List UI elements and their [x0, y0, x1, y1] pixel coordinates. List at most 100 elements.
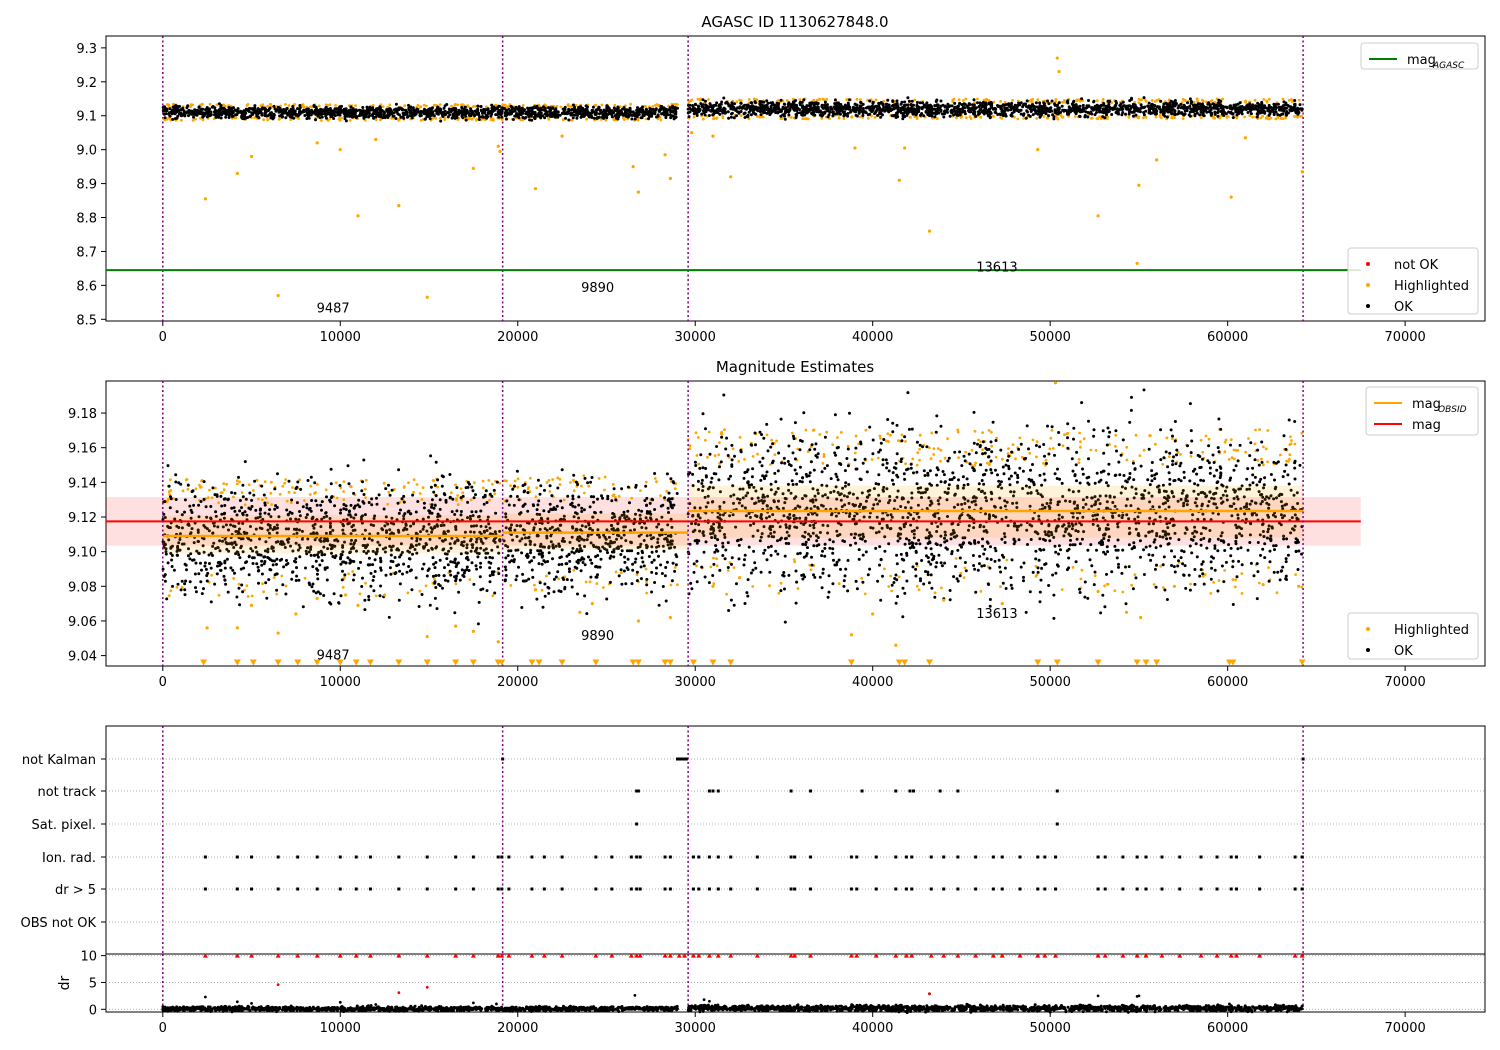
- ok-point: [337, 108, 341, 112]
- ok-point: [623, 109, 627, 113]
- ok-point: [551, 106, 555, 110]
- highlighted-point: [729, 175, 733, 179]
- highlighted-point: [747, 98, 751, 101]
- ok-point: [294, 557, 298, 561]
- highlighted-point: [407, 481, 410, 485]
- ok-point: [891, 100, 895, 103]
- ok-point: [1279, 108, 1283, 112]
- ok-point: [933, 115, 937, 119]
- ok-point: [883, 109, 887, 113]
- ok-point: [430, 503, 434, 507]
- ok-point: [596, 115, 599, 119]
- highlighted-point: [738, 98, 741, 102]
- ok-point: [1201, 102, 1204, 106]
- highlighted-point: [466, 104, 470, 107]
- ok-point: [1284, 101, 1288, 105]
- ok-point: [873, 112, 876, 116]
- ok-point: [697, 108, 701, 112]
- highlighted-point: [1089, 117, 1093, 120]
- ok-point: [1177, 110, 1181, 113]
- highlighted-point: [487, 479, 491, 482]
- ok-point: [231, 568, 235, 572]
- ok-point: [984, 101, 988, 105]
- ok-point: [1192, 105, 1196, 109]
- ok-point: [253, 479, 257, 483]
- ok-point: [267, 512, 271, 516]
- highlighted-point: [269, 491, 273, 495]
- ok-point: [224, 582, 228, 586]
- highlighted-point: [169, 589, 173, 593]
- ok-point: [275, 557, 279, 561]
- ok-point: [701, 109, 705, 113]
- highlighted-point: [279, 104, 282, 108]
- ok-point: [1150, 103, 1154, 107]
- ok-point: [1168, 104, 1172, 108]
- ok-point: [783, 114, 786, 118]
- ok-point: [199, 108, 203, 112]
- ok-point: [315, 503, 319, 507]
- highlighted-point: [436, 485, 439, 489]
- ok-point: [1231, 116, 1235, 120]
- highlighted-point: [825, 97, 829, 101]
- ok-point: [1067, 108, 1071, 112]
- ok-point: [354, 108, 358, 112]
- highlighted-point: [1209, 99, 1213, 103]
- highlighted-point: [454, 582, 458, 586]
- ok-point: [197, 503, 201, 507]
- ok-point: [613, 109, 617, 112]
- ok-point: [490, 103, 494, 107]
- ok-point: [495, 480, 499, 484]
- ok-point: [161, 109, 165, 113]
- ok-point: [754, 106, 758, 110]
- ok-point: [323, 553, 327, 557]
- ok-point: [835, 112, 839, 116]
- ok-point: [456, 112, 460, 116]
- ok-point: [955, 109, 959, 113]
- highlighted-point: [561, 118, 565, 122]
- ok-point: [622, 112, 626, 116]
- y-tick-label: 8.6: [76, 279, 97, 294]
- ok-point: [1077, 105, 1081, 109]
- ok-point: [693, 102, 697, 106]
- obsid-label: 9487: [317, 301, 350, 316]
- highlighted-point: [521, 104, 525, 107]
- ok-point: [597, 112, 601, 116]
- highlighted-point: [489, 118, 493, 122]
- ok-point: [1285, 113, 1288, 117]
- ok-point: [173, 117, 177, 121]
- highlighted-point: [1213, 116, 1216, 120]
- ok-point: [191, 489, 195, 493]
- ok-point: [264, 109, 268, 113]
- highlighted-point: [262, 590, 265, 594]
- ok-point: [915, 107, 919, 111]
- ok-point: [567, 118, 571, 122]
- ok-point: [484, 489, 488, 493]
- highlighted-point: [201, 102, 204, 106]
- ok-point: [571, 116, 575, 120]
- highlighted-point: [326, 103, 330, 107]
- ok-point: [473, 114, 477, 118]
- ok-point: [753, 100, 757, 104]
- ok-point: [162, 112, 166, 116]
- ok-point: [946, 102, 950, 106]
- highlighted-point: [303, 499, 306, 502]
- ok-point: [322, 594, 326, 597]
- ok-point: [1127, 104, 1131, 108]
- ok-point: [226, 590, 230, 594]
- highlighted-point: [692, 115, 696, 119]
- highlighted-point: [191, 119, 195, 122]
- ok-point: [250, 505, 254, 508]
- ok-point: [526, 106, 530, 110]
- ok-point: [1006, 108, 1010, 112]
- ok-point: [294, 579, 298, 582]
- ok-point: [616, 105, 620, 109]
- highlighted-point: [454, 483, 457, 487]
- ok-point: [1053, 102, 1056, 106]
- legend-swatch: [1366, 262, 1370, 266]
- ok-point: [431, 574, 435, 578]
- ok-point: [733, 102, 736, 106]
- ok-point: [922, 114, 926, 118]
- ok-point: [244, 497, 248, 501]
- ok-point: [445, 103, 449, 106]
- highlighted-point: [1281, 97, 1285, 101]
